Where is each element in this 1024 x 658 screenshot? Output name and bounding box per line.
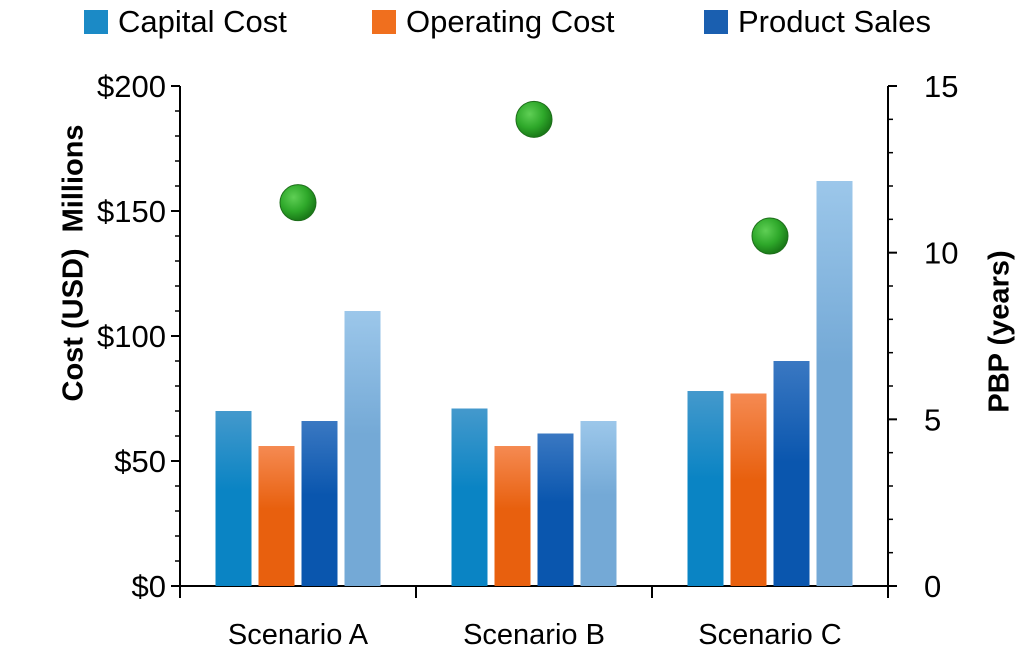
y-left-tick-label: $0 <box>132 569 166 604</box>
bar-series-4 <box>344 311 381 586</box>
y-left-tick-label: $200 <box>97 69 166 104</box>
x-category-label: Scenario C <box>698 619 841 651</box>
legend-label-product-sales: Product Sales <box>738 4 931 39</box>
bar-series-1 <box>215 411 252 586</box>
pbp-point <box>279 184 317 222</box>
legend: Capital Cost Operating Cost Product Sale… <box>0 4 1024 48</box>
pbp-point <box>515 100 553 138</box>
y-left-tick-label: $50 <box>114 444 166 479</box>
pbp-point <box>751 217 789 255</box>
legend-swatch-product-sales <box>704 10 728 34</box>
legend-swatch-operating-cost <box>372 10 396 34</box>
y-right-tick-label: 5 <box>924 402 941 437</box>
bar-series-2 <box>494 446 531 586</box>
legend-label-operating-cost: Operating Cost <box>406 4 615 39</box>
y-right-tick-label: 10 <box>924 236 958 271</box>
bar-series-4 <box>816 181 853 586</box>
x-category-label: Scenario A <box>228 619 369 651</box>
bar-series-2 <box>258 446 295 586</box>
legend-label-capital-cost: Capital Cost <box>118 4 287 39</box>
bar-series-1 <box>451 408 488 586</box>
x-category-label: Scenario B <box>463 619 605 651</box>
legend-item-product-sales: Product Sales <box>704 4 931 40</box>
y-right-tick-label: 0 <box>924 569 941 604</box>
bar-series-1 <box>687 391 724 586</box>
y-left-tick-label: $150 <box>97 194 166 229</box>
legend-item-operating-cost: Operating Cost <box>372 4 615 40</box>
bar-series-2 <box>730 393 767 586</box>
bar-series-3 <box>537 433 574 586</box>
legend-swatch-capital-cost <box>84 10 108 34</box>
bar-series-3 <box>773 361 810 586</box>
y-left-tick-label: $100 <box>97 319 166 354</box>
bar-series-4 <box>580 421 617 586</box>
legend-item-capital-cost: Capital Cost <box>84 4 287 40</box>
y-right-tick-label: 15 <box>924 69 958 104</box>
bar-series-3 <box>301 421 338 586</box>
